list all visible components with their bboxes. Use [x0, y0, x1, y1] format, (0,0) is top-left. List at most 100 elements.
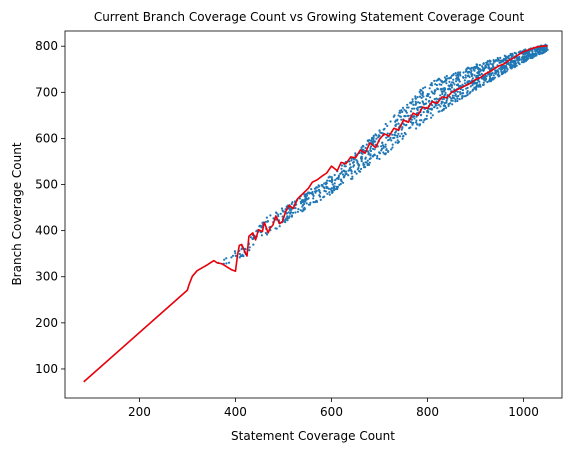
scatter-point [392, 136, 395, 140]
scatter-point [342, 175, 345, 178]
scatter-point [396, 134, 399, 137]
scatter-point [375, 137, 378, 140]
scatter-point [410, 101, 413, 104]
scatter-point [438, 83, 441, 86]
scatter-point [345, 172, 348, 175]
scatter-point [417, 101, 420, 104]
scatter-point [326, 192, 329, 195]
scatter-point [445, 74, 448, 78]
scatter-point [353, 158, 356, 161]
scatter-point [506, 56, 509, 59]
scatter-point [504, 64, 507, 68]
scatter-point [398, 111, 401, 114]
scatter-point [488, 59, 491, 62]
scatter-point [360, 146, 363, 149]
scatter-point [484, 79, 487, 82]
scatter-point [495, 59, 498, 62]
scatter-point [447, 104, 450, 108]
scatter-point [363, 149, 366, 152]
scatter-point [227, 261, 231, 264]
scatter-point [433, 105, 436, 108]
scatter-point [389, 136, 392, 139]
scatter-point [497, 59, 500, 62]
scatter-point [426, 110, 429, 113]
scatter-point [414, 95, 417, 98]
scatter-point [315, 189, 318, 192]
scatter-point [225, 257, 228, 260]
scatter-point [466, 81, 469, 84]
scatter-point [290, 208, 293, 211]
scatter-point [460, 97, 464, 100]
scatter-point [430, 84, 434, 87]
scatter-point [451, 94, 454, 97]
scatter-point [304, 196, 307, 199]
scatter-point [444, 80, 447, 83]
scatter-point [410, 121, 414, 124]
scatter-point [287, 211, 290, 214]
scatter-point [238, 256, 241, 259]
scatter-point [450, 99, 453, 102]
scatter-point [445, 99, 448, 102]
scatter-point [443, 76, 446, 79]
scatter-point [425, 98, 428, 101]
scatter-point [435, 97, 438, 100]
scatter-point [351, 175, 354, 178]
scatter-point [317, 188, 320, 191]
scatter-point [422, 103, 425, 106]
scatter-point [486, 61, 489, 64]
scatter-point [456, 83, 460, 86]
scatter-point [493, 60, 496, 63]
scatter-point [294, 207, 297, 210]
scatter-point [336, 185, 340, 188]
scatter-point [422, 95, 425, 98]
scatter-point [415, 115, 418, 118]
scatter-point [341, 173, 345, 176]
scatter-point [310, 188, 313, 191]
scatter-point [455, 76, 459, 79]
scatter-point [279, 212, 282, 215]
scatter-point [527, 51, 531, 54]
scatter-point [492, 59, 495, 62]
scatter-point [251, 237, 254, 241]
scatter-point [420, 96, 423, 99]
scatter-point [386, 124, 389, 127]
scatter-point [337, 174, 340, 177]
scatter-point [429, 112, 432, 115]
scatter-point [309, 201, 312, 204]
scatter-point [441, 92, 444, 96]
scatter-point [330, 189, 333, 193]
scatter-point [292, 211, 295, 214]
scatter-point [486, 80, 489, 84]
y-tick-label: 400 [35, 224, 58, 238]
scatter-point [360, 155, 363, 158]
scatter-point [458, 98, 461, 101]
scatter-point [471, 77, 474, 80]
scatter-point [445, 82, 448, 85]
scatter-point [248, 246, 251, 249]
scatter-point [469, 71, 473, 74]
scatter-point [430, 90, 433, 93]
x-tick-label: 400 [224, 405, 247, 419]
scatter-point [240, 248, 243, 251]
scatter-point [453, 83, 456, 86]
scatter-point [358, 170, 361, 173]
x-tick-label: 1000 [508, 405, 539, 419]
scatter-point [502, 57, 506, 60]
scatter-point [303, 193, 306, 196]
scatter-point [529, 56, 532, 60]
scatter-point [315, 199, 318, 202]
scatter-point [500, 65, 503, 68]
scatter-point [473, 74, 476, 77]
scatter-point [376, 154, 379, 158]
scatter-point [284, 221, 287, 224]
scatter-point [297, 208, 300, 211]
scatter-point [340, 171, 343, 174]
scatter-point [522, 56, 525, 59]
scatter-point [333, 182, 336, 185]
scatter-point [369, 157, 372, 160]
x-tick-label: 600 [320, 405, 343, 419]
scatter-point [444, 91, 447, 94]
scatter-point [277, 213, 280, 216]
scatter-point [374, 140, 377, 143]
scatter-point [347, 174, 350, 177]
